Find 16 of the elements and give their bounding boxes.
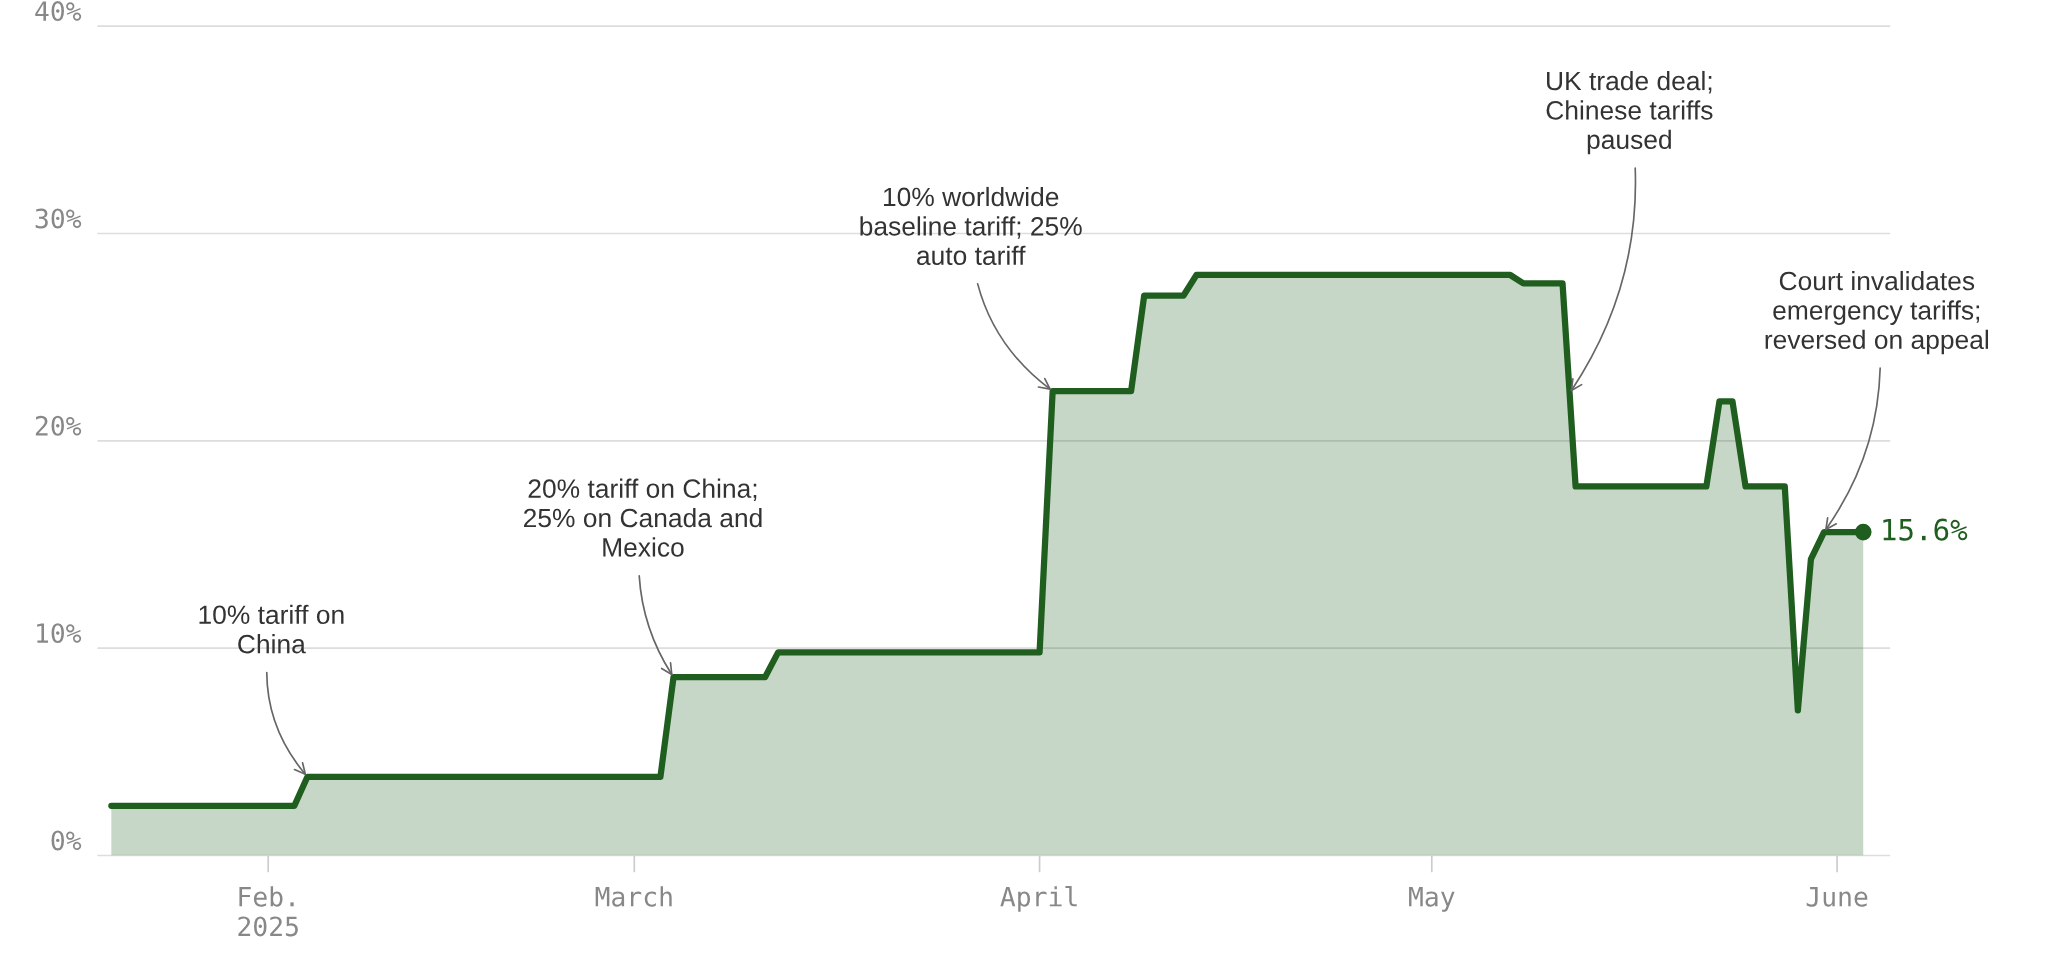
y-tick-label: 10% [37,623,82,644]
x-tick-label: April [1000,886,1077,912]
y-tick-label: 20% [35,415,82,436]
y-tick-label: 0% [51,830,82,851]
x-tick-label: May [1409,887,1455,912]
annotation: 10% worldwide baseline tariff; 25% auto tariff [860,186,1082,266]
annotation: 20% tariff on China; 25% on Canada and Mexico [523,478,762,557]
y-tick-label: 40% [35,1,82,22]
x-tick-label: Feb. 2025 [238,886,298,937]
annotation: Court invalidates emergency tariffs; reversed on appeal [1765,270,1988,355]
annotation: 10% tariff on China [199,604,344,654]
y-tick-label: 30% [35,208,82,229]
x-tick-label: March [595,886,672,907]
data-label: 15.6% [1883,518,1968,541]
annotation: UK trade deal; Chinese tariffs paused [1546,70,1713,155]
x-tick-label: June [1806,887,1868,907]
